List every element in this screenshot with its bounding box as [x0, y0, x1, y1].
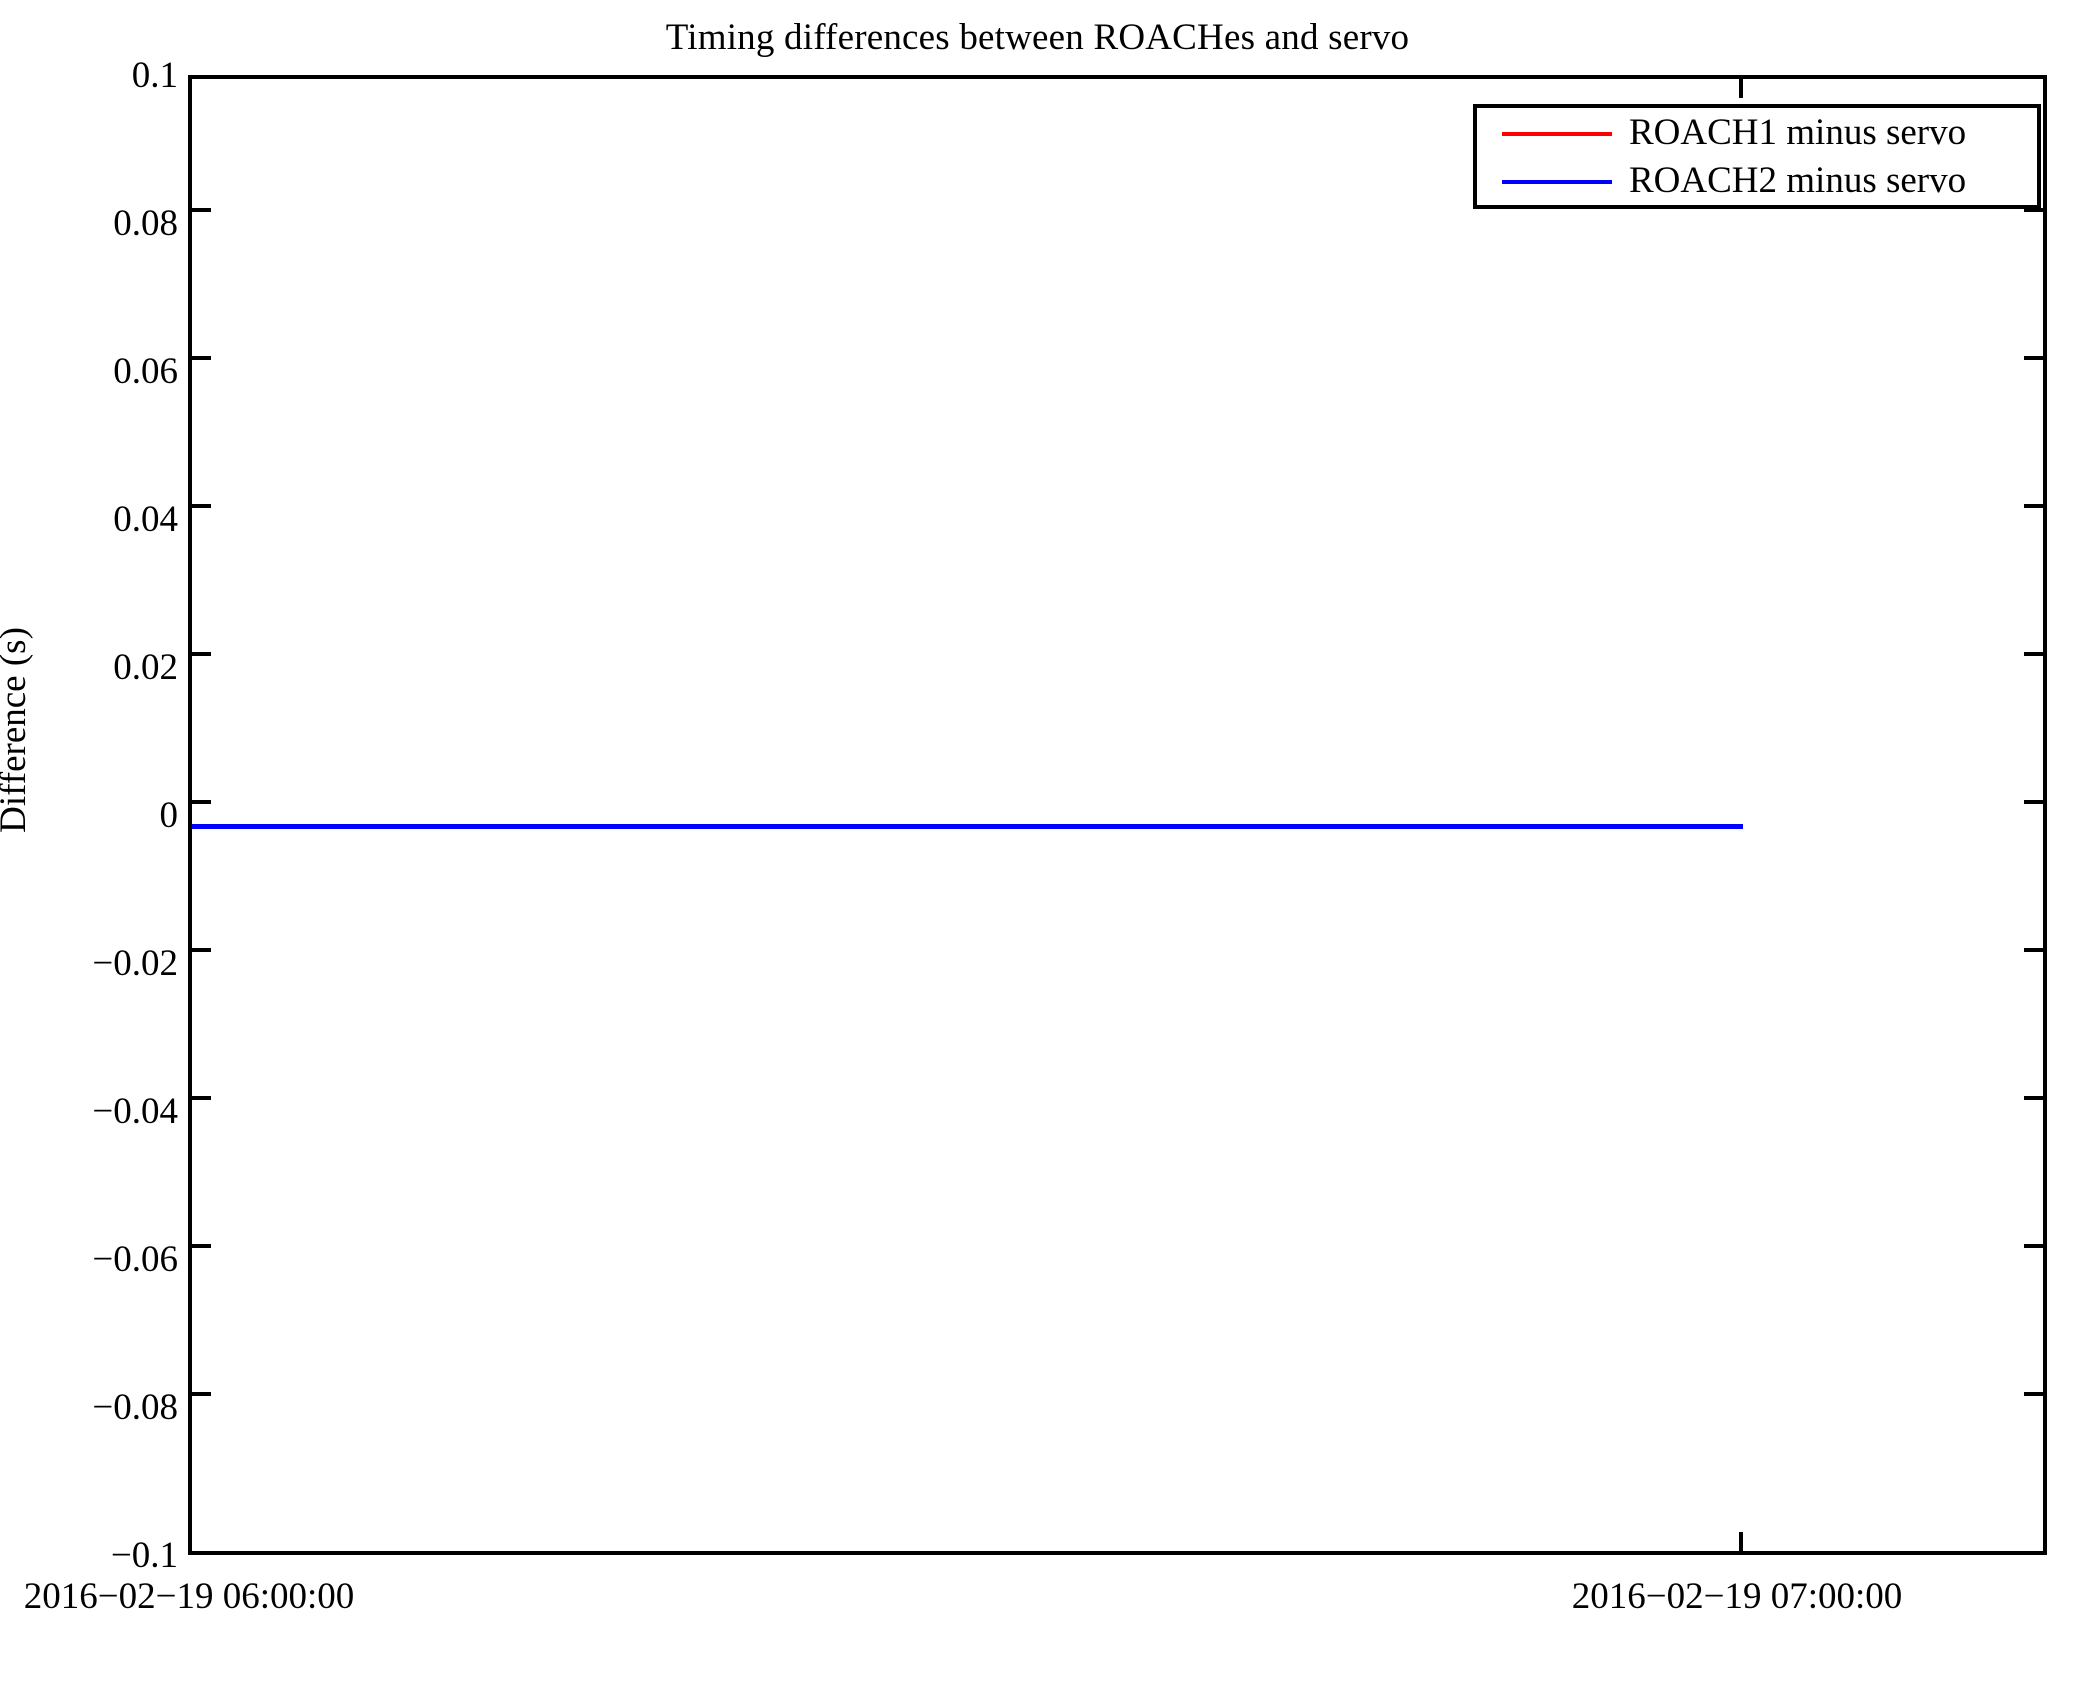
legend-entry-roach1: ROACH1 minus servo — [1477, 110, 2037, 158]
ytick-mark-left-4 — [192, 652, 211, 656]
series-line-roach2 — [192, 824, 1743, 829]
ytick-mark-left-1 — [192, 208, 211, 212]
plot-area — [188, 75, 2047, 1555]
xtick-mark-bottom-right — [1739, 1532, 1743, 1551]
yaxis-title: Difference (s) — [0, 627, 34, 833]
ytick-mark-right-9 — [2024, 1392, 2043, 1396]
ytick-label-6: −0.02 — [92, 943, 178, 984]
legend-label-roach2: ROACH2 minus servo — [1629, 160, 1967, 201]
xtick-mark-top-right — [1739, 79, 1743, 98]
ytick-mark-left-3 — [192, 504, 211, 508]
xtick-label-right: 2016−02−19 07:00:00 — [1571, 1576, 1903, 1617]
ytick-mark-left-5 — [192, 800, 211, 804]
ytick-label-1: 0.08 — [113, 203, 178, 244]
xtick-label-left: 2016−02−19 06:00:00 — [23, 1576, 355, 1617]
ytick-mark-left-6 — [192, 948, 211, 952]
ytick-mark-left-7 — [192, 1096, 211, 1100]
ytick-label-9: −0.08 — [92, 1387, 178, 1428]
legend-swatch-roach2 — [1502, 180, 1612, 184]
ytick-mark-left-8 — [192, 1244, 211, 1248]
chart-title: Timing differences between ROACHes and s… — [665, 17, 1410, 58]
ytick-mark-right-6 — [2024, 948, 2043, 952]
ytick-label-8: −0.06 — [92, 1239, 178, 1280]
ytick-label-7: −0.04 — [92, 1091, 178, 1132]
ytick-label-2: 0.06 — [113, 351, 178, 392]
ytick-mark-right-8 — [2024, 1244, 2043, 1248]
ytick-mark-right-3 — [2024, 504, 2043, 508]
ytick-mark-right-5 — [2024, 800, 2043, 804]
ytick-mark-right-4 — [2024, 652, 2043, 656]
chart-legend: ROACH1 minus servo ROACH2 minus servo — [1473, 104, 2041, 209]
legend-swatch-roach1 — [1502, 132, 1612, 136]
ytick-mark-left-2 — [192, 356, 211, 360]
legend-label-roach1: ROACH1 minus servo — [1629, 112, 1967, 153]
ytick-label-5: 0 — [159, 795, 179, 836]
ytick-label-4: 0.02 — [113, 647, 178, 688]
ytick-mark-right-1 — [2024, 208, 2043, 212]
ytick-label-10: −0.1 — [110, 1535, 178, 1576]
ytick-mark-right-7 — [2024, 1096, 2043, 1100]
legend-entry-roach2: ROACH2 minus servo — [1477, 158, 2037, 206]
ytick-mark-right-2 — [2024, 356, 2043, 360]
ytick-mark-left-9 — [192, 1392, 211, 1396]
ytick-label-0: 0.1 — [131, 55, 178, 96]
ytick-label-3: 0.04 — [113, 499, 178, 540]
